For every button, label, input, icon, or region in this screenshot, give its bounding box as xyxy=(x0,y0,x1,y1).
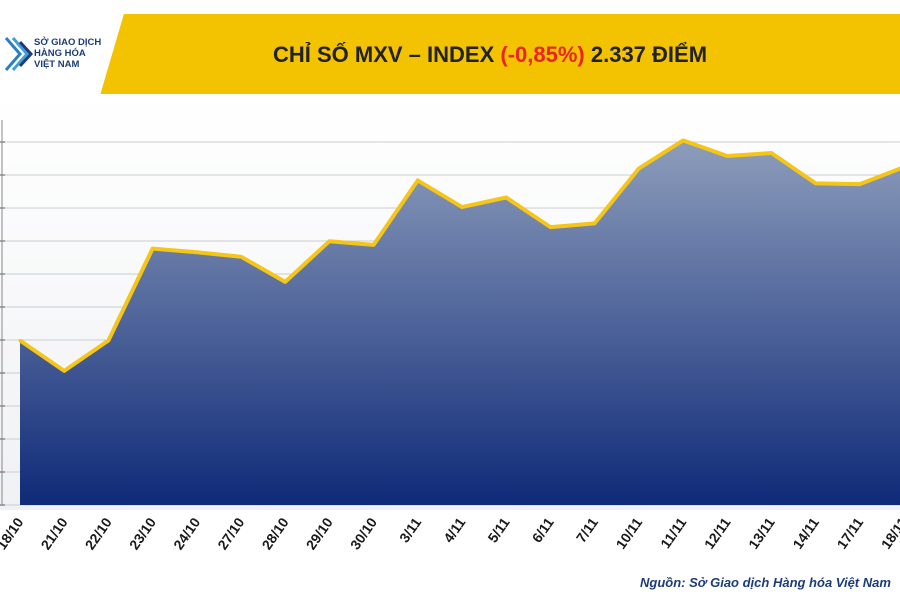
data-point-12/11 xyxy=(725,154,729,158)
x-tick-label: 7/11 xyxy=(573,514,601,545)
x-tick-label: 11/11 xyxy=(657,514,689,551)
title-value: 2.337 ĐIỂM xyxy=(590,42,708,67)
data-point-24/10 xyxy=(195,250,199,254)
x-tick-label: 10/11 xyxy=(612,514,645,551)
data-point-7/11 xyxy=(593,221,597,225)
data-point-23/10 xyxy=(151,247,155,251)
logo-line-1: SỞ GIAO DỊCH xyxy=(34,37,102,48)
x-tick-label: 14/11 xyxy=(789,514,822,551)
series-area xyxy=(20,140,900,505)
x-tick-label: 6/11 xyxy=(529,514,557,545)
x-tick-label: 29/10 xyxy=(303,514,336,552)
x-tick-label: 4/11 xyxy=(440,514,468,545)
area-layer xyxy=(20,140,900,505)
data-point-11/11 xyxy=(681,138,685,142)
data-point-28/10 xyxy=(283,280,287,284)
logo-chevron-icon xyxy=(4,37,34,71)
x-tick-label: 21/10 xyxy=(37,514,70,552)
x-tick-label: 23/10 xyxy=(126,514,159,552)
x-tick-label: 18/11 xyxy=(878,514,900,551)
data-point-5/11 xyxy=(504,196,508,199)
data-point-14/11 xyxy=(814,181,818,185)
data-point-21/10 xyxy=(62,369,66,373)
header-banner xyxy=(0,14,900,94)
data-point-22/10 xyxy=(106,339,110,342)
x-tick-label: 24/10 xyxy=(170,514,203,552)
line-layer xyxy=(18,138,900,373)
title-main: CHỈ SỐ MXV – INDEX xyxy=(272,42,495,67)
data-point-10/11 xyxy=(637,167,641,171)
data-point-4/11 xyxy=(460,205,464,209)
x-tick-label: 28/10 xyxy=(258,514,291,552)
data-point-29/10 xyxy=(327,239,331,243)
x-tick-label: 30/10 xyxy=(347,514,380,552)
data-point-27/10 xyxy=(239,255,243,259)
logo-text: SỞ GIAO DỊCH HÀNG HÓA VIỆT NAM xyxy=(34,37,114,70)
logo-line-3: VIỆT NAM xyxy=(34,59,80,70)
x-axis-labels: 18/10 21/10 22/10 23/10 24/10 27/10 28/10 29/10… xyxy=(0,514,900,552)
x-tick-label: 22/10 xyxy=(82,514,115,552)
data-point-13/11 xyxy=(769,151,773,155)
x-tick-label: 5/11 xyxy=(484,514,512,545)
data-point-6/11 xyxy=(548,225,552,229)
series-line xyxy=(18,138,900,373)
data-point-3/11 xyxy=(416,178,420,182)
chart-title: CHỈ SỐ MXV – INDEX (-0,85%) 2.337 ĐIỂM xyxy=(0,42,900,68)
x-tick-label: 18/10 xyxy=(0,514,27,552)
x-tick-label: 27/10 xyxy=(214,514,247,552)
x-tick-label: 13/11 xyxy=(745,514,778,551)
title-change-percent: (-0,85%) xyxy=(500,42,585,67)
x-tick-label: 12/11 xyxy=(701,514,734,551)
source-note: Nguồn: Sở Giao dịch Hàng hóa Việt Nam xyxy=(640,575,891,590)
data-point-30/10 xyxy=(372,243,376,247)
data-point-17/11 xyxy=(858,182,862,186)
x-tick-label: 17/11 xyxy=(833,514,866,551)
logo-line-2: HÀNG HÓA xyxy=(34,48,86,59)
data-point-18/10 xyxy=(18,339,22,342)
x-tick-label: 3/11 xyxy=(396,514,424,545)
